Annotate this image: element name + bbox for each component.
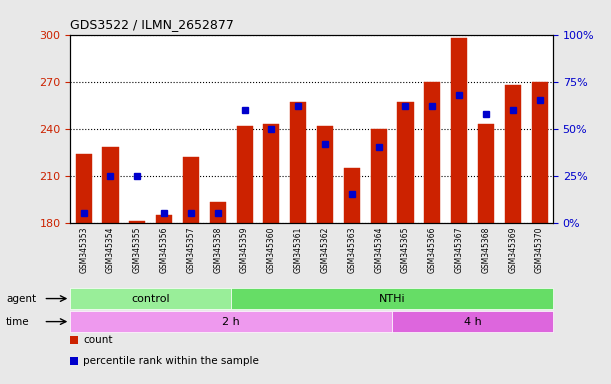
Bar (231, 288, 553, 309)
Text: GSM345365: GSM345365 (401, 227, 410, 273)
Bar (392, 311, 553, 332)
Bar (478, 124, 494, 223)
Bar (130, 221, 145, 223)
Text: GSM345360: GSM345360 (267, 227, 276, 273)
Text: GDS3522 / ILMN_2652877: GDS3522 / ILMN_2652877 (70, 18, 234, 31)
Bar (70, 311, 392, 332)
Text: GSM345356: GSM345356 (159, 227, 169, 273)
Text: GSM345357: GSM345357 (186, 227, 196, 273)
Bar (183, 157, 199, 223)
Text: GSM345367: GSM345367 (455, 227, 464, 273)
Text: GSM345370: GSM345370 (535, 227, 544, 273)
Bar (371, 129, 387, 223)
Text: GSM345358: GSM345358 (213, 227, 222, 273)
Bar (156, 215, 172, 223)
Text: 2 h: 2 h (222, 316, 240, 327)
Text: GSM345354: GSM345354 (106, 227, 115, 273)
Text: GSM345355: GSM345355 (133, 227, 142, 273)
Bar (236, 126, 252, 223)
Text: count: count (83, 335, 112, 345)
Text: GSM345361: GSM345361 (294, 227, 302, 273)
Bar (451, 38, 467, 223)
Bar (424, 82, 441, 223)
Text: GSM345366: GSM345366 (428, 227, 437, 273)
Bar (263, 124, 279, 223)
Text: GSM345353: GSM345353 (79, 227, 88, 273)
Text: 4 h: 4 h (464, 316, 481, 327)
Text: NTHi: NTHi (379, 293, 405, 304)
Text: GSM345362: GSM345362 (321, 227, 329, 273)
Text: GSM345363: GSM345363 (347, 227, 356, 273)
Bar (397, 102, 414, 223)
Text: time: time (6, 316, 30, 327)
Bar (210, 202, 226, 223)
Bar (532, 82, 547, 223)
Text: GSM345368: GSM345368 (481, 227, 491, 273)
Bar (70, 288, 231, 309)
Text: GSM345364: GSM345364 (374, 227, 383, 273)
Bar (317, 126, 333, 223)
Bar (290, 102, 306, 223)
Bar (103, 147, 119, 223)
Text: GSM345359: GSM345359 (240, 227, 249, 273)
Text: control: control (131, 293, 170, 304)
Text: agent: agent (6, 293, 36, 304)
Bar (344, 168, 360, 223)
Bar (505, 85, 521, 223)
Text: GSM345369: GSM345369 (508, 227, 518, 273)
Bar (76, 154, 92, 223)
Text: percentile rank within the sample: percentile rank within the sample (83, 356, 259, 366)
